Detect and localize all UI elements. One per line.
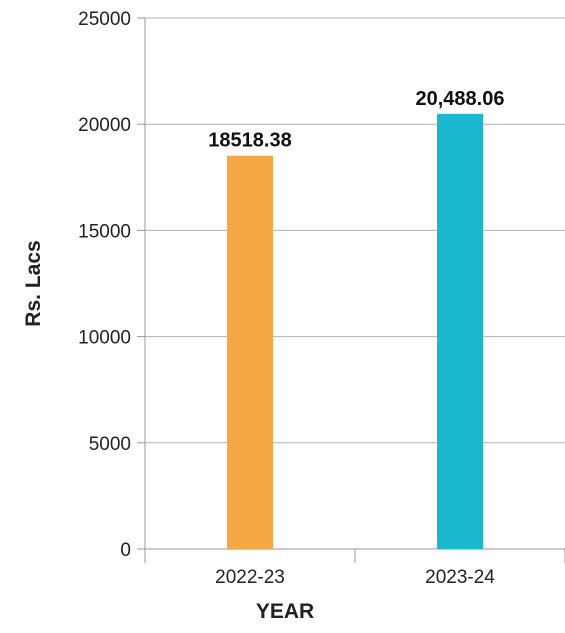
labels: 0 5000 10000 15000 20000 25000 18518.38 2022-23… [78, 9, 504, 588]
gridlines [145, 17, 565, 444]
bar [227, 155, 273, 549]
bars [227, 113, 483, 549]
y-tick-label: 15000 [78, 221, 131, 242]
y-tick-label: 5000 [89, 434, 131, 455]
y-tick-label: 20000 [78, 115, 131, 136]
axes [137, 17, 565, 563]
y-tick-label: 10000 [78, 328, 131, 349]
data-label: 20,488.06 [416, 88, 505, 110]
x-tick-label: 2022-23 [215, 567, 285, 588]
y-tick-label: 0 [120, 540, 131, 561]
y-axis-title: Rs. Lacs [22, 240, 45, 326]
bar [437, 113, 483, 549]
x-axis-title: YEAR [256, 600, 314, 623]
data-label: 18518.38 [208, 130, 291, 152]
x-tick-label: 2023-24 [425, 567, 495, 588]
y-tick-label: 25000 [78, 9, 131, 30]
